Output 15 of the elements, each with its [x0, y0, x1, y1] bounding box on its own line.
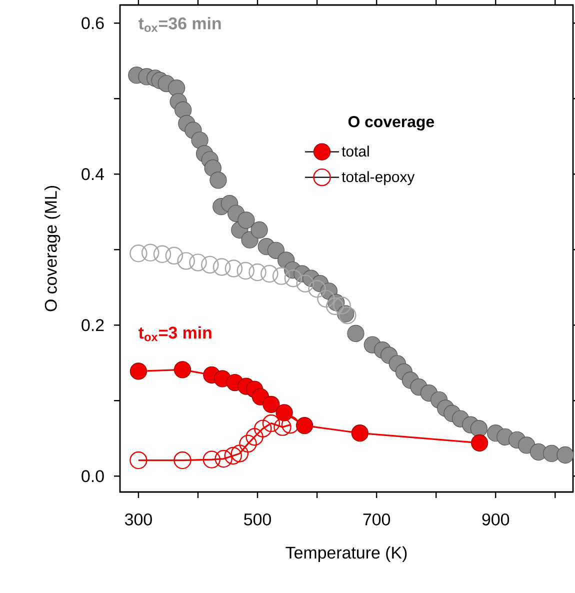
y-axis-title: O coverage (ML): [44, 186, 60, 312]
y-tick-label: 0.6: [82, 17, 104, 30]
legend-title: O coverage: [348, 116, 434, 131]
x-axis-title: Temperature (K): [286, 546, 407, 562]
annotation: t$_{ox}$=3 min: [138, 326, 212, 342]
annotation: t$_{ox}$=36 min: [138, 16, 221, 32]
x-tick-label: 900: [482, 513, 510, 526]
legend-label: total: [342, 146, 369, 157]
legend-label: total-epoxy: [342, 171, 415, 186]
x-tick-label: 300: [124, 513, 152, 526]
y-tick-label: 0.0: [82, 470, 104, 482]
x-tick-label: 700: [363, 513, 390, 526]
x-tick-label: 500: [244, 513, 271, 526]
y-tick-label: 0.4: [82, 168, 104, 180]
y-tick-label: 0.2: [82, 319, 104, 332]
